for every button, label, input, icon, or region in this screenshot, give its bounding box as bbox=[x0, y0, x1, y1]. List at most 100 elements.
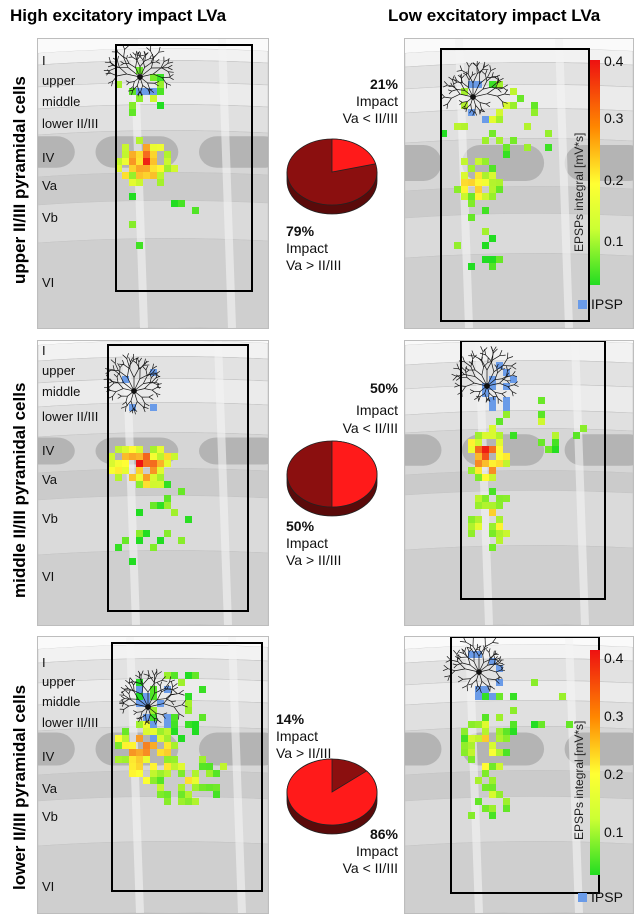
epsp-pixel bbox=[143, 158, 150, 165]
epsp-pixel bbox=[475, 193, 482, 200]
ipsp-pixel bbox=[503, 383, 510, 390]
epsp-pixel bbox=[482, 770, 489, 777]
layer-label-Vb: Vb bbox=[42, 210, 58, 225]
vessel-streak bbox=[465, 637, 483, 913]
epsp-pixel bbox=[164, 735, 171, 742]
dendrite-segment bbox=[472, 62, 478, 67]
dendrite-segment bbox=[128, 63, 136, 68]
dendrite-segment bbox=[163, 59, 169, 63]
epsp-pixel bbox=[475, 495, 482, 502]
dendrite-segment bbox=[452, 376, 458, 381]
epsp-pixel bbox=[489, 509, 496, 516]
pie1-bottom-l1: Impact bbox=[286, 240, 329, 256]
epsp-pixel bbox=[129, 446, 136, 453]
epsp-pixel bbox=[164, 672, 171, 679]
ipsp-pixel bbox=[164, 721, 171, 728]
dendrite-segment bbox=[499, 354, 506, 357]
dendrite-segment bbox=[171, 701, 175, 706]
epsp-pixel bbox=[482, 453, 489, 460]
epsp-pixel bbox=[545, 130, 552, 137]
epsp-pixel bbox=[150, 151, 157, 158]
epsp-pixel bbox=[171, 756, 178, 763]
epsp-pixel bbox=[496, 502, 503, 509]
dendrite-segment bbox=[153, 674, 158, 683]
dendrite-segment bbox=[466, 61, 470, 67]
epsp-pixel bbox=[185, 798, 192, 805]
dendrite-segment bbox=[446, 655, 451, 661]
epsp-pixel bbox=[164, 453, 171, 460]
epsp-pixel bbox=[489, 544, 496, 551]
dendrite-segment bbox=[476, 679, 478, 686]
dendrite-segment bbox=[148, 675, 155, 683]
epsp-pixel bbox=[192, 770, 199, 777]
epsp-pixel bbox=[503, 530, 510, 537]
epsp-pixel bbox=[489, 467, 496, 474]
epsp-pixel bbox=[143, 453, 150, 460]
layer-label-lower: lower II/III bbox=[42, 715, 99, 730]
dendrite-segment bbox=[155, 378, 159, 383]
epsp-pixel bbox=[157, 502, 164, 509]
pie2-top-pct: 50% bbox=[348, 380, 398, 397]
dendrite-segment bbox=[495, 657, 500, 660]
dendrite-segment bbox=[501, 393, 506, 398]
dendrite-segment bbox=[105, 72, 111, 75]
dendrite-segment bbox=[462, 82, 469, 88]
dendrite-segment bbox=[472, 679, 477, 684]
ipsp-pixel bbox=[482, 116, 489, 123]
dendrite-segment bbox=[130, 357, 134, 363]
epsp-pixel bbox=[129, 763, 136, 770]
dendrite-segment bbox=[142, 406, 146, 413]
epsp-pixel bbox=[440, 130, 447, 137]
dendrite-segment bbox=[144, 52, 149, 56]
dendrite-segment bbox=[463, 653, 469, 658]
layer-label-middle: middle bbox=[42, 384, 81, 399]
epsp-pixel bbox=[171, 200, 178, 207]
epsp-pixel bbox=[531, 721, 538, 728]
dendrite-segment bbox=[488, 669, 497, 673]
epsp-pixel bbox=[157, 784, 164, 791]
dendrite-segment bbox=[146, 47, 151, 52]
epsp-pixel bbox=[482, 805, 489, 812]
dendrite-segment bbox=[479, 681, 483, 689]
dendrite-segment bbox=[448, 76, 453, 81]
epsp-pixel bbox=[150, 763, 157, 770]
dendrite-segment bbox=[150, 61, 157, 64]
ipsp-pixel bbox=[510, 376, 517, 383]
dendrite-segment bbox=[154, 82, 159, 87]
dendrite-segment bbox=[488, 392, 494, 397]
dendrite-segment bbox=[456, 363, 460, 369]
dendrite-segment bbox=[452, 663, 457, 666]
epsp-pixel bbox=[489, 172, 496, 179]
dendrite-segment bbox=[124, 698, 131, 700]
epsp-pixel bbox=[531, 679, 538, 686]
epsp-pixel bbox=[185, 721, 192, 728]
epsp-pixel bbox=[136, 735, 143, 742]
ipsp-pixel bbox=[468, 81, 475, 88]
dendrite-segment bbox=[136, 55, 141, 61]
dendrite-segment bbox=[143, 673, 150, 676]
epsp-pixel bbox=[157, 735, 164, 742]
dendrite-segment bbox=[120, 698, 125, 701]
dendrite-segment bbox=[120, 61, 124, 64]
ipsp-pixel bbox=[468, 651, 475, 658]
dendrite-segment bbox=[456, 70, 462, 72]
epsp-pixel bbox=[489, 530, 496, 537]
epsp-pixel bbox=[489, 130, 496, 137]
dendrite-segment bbox=[474, 105, 476, 112]
ipsp-pixel bbox=[136, 686, 143, 693]
epsp-pixel bbox=[143, 481, 150, 488]
pie3-bottom-pct: 86% bbox=[348, 826, 398, 843]
dendrite-segment bbox=[155, 712, 163, 715]
dendrite-segment bbox=[461, 74, 465, 79]
epsp-pixel bbox=[496, 495, 503, 502]
epsp-pixel bbox=[461, 172, 468, 179]
epsp-pixel bbox=[496, 693, 503, 700]
dendrite-segment bbox=[153, 51, 160, 59]
epsp-pixel bbox=[115, 460, 122, 467]
dendrite-segment bbox=[499, 662, 504, 665]
pie3-top-l1: Impact bbox=[276, 728, 319, 744]
dendrite-segment bbox=[507, 384, 515, 387]
epsp-pixel bbox=[136, 158, 143, 165]
dendrite-segment bbox=[120, 695, 125, 699]
dendrite-segment bbox=[152, 363, 154, 369]
